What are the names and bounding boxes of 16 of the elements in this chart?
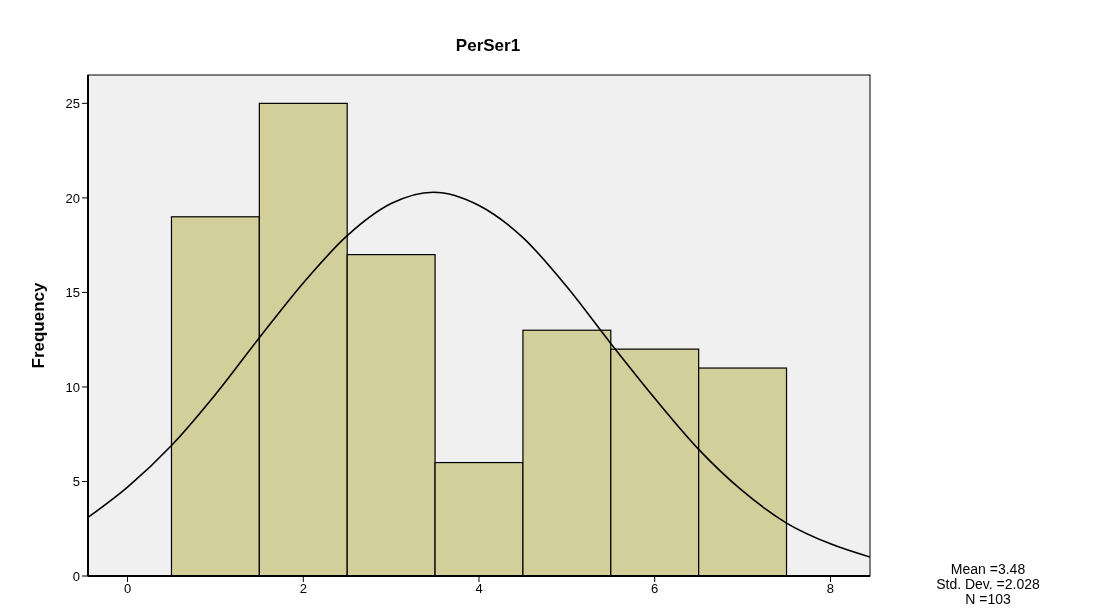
- y-tick-label: 20: [65, 190, 80, 206]
- chart-title: PerSer1: [454, 36, 522, 56]
- y-axis-title: Frequency: [29, 281, 49, 369]
- text: Mean =3.48: [949, 561, 1027, 577]
- x-tick-label: 4: [475, 581, 483, 597]
- y-tick-label: 0: [72, 568, 80, 584]
- y-tick-label: 25: [65, 95, 80, 111]
- x-tick-label: 2: [299, 581, 307, 597]
- text: Std. Dev. =2.028: [935, 576, 1041, 592]
- x-tick-label: 6: [651, 581, 659, 597]
- y-tick-label: 15: [65, 285, 80, 301]
- y-tick-label: 10: [65, 379, 80, 395]
- text: N =103: [964, 591, 1012, 607]
- x-tick-label: 0: [123, 581, 132, 597]
- y-tick-label: 5: [72, 474, 80, 490]
- x-tick-label: 8: [826, 581, 835, 597]
